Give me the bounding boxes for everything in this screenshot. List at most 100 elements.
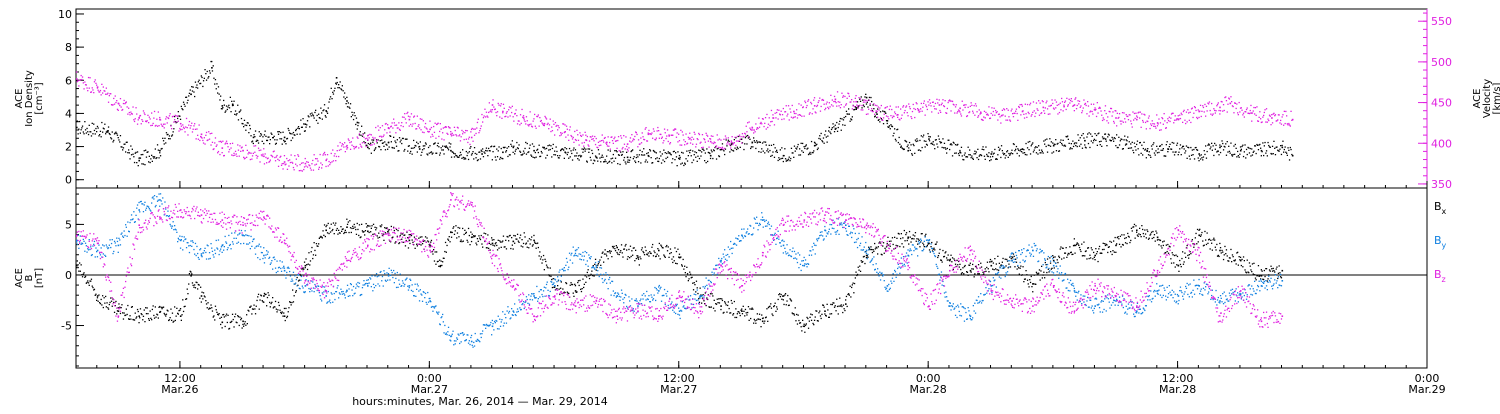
data-point [1145,122,1146,123]
data-point [759,314,760,315]
data-point [844,308,845,309]
data-point [193,87,194,88]
data-point [186,118,187,119]
data-point [1031,115,1032,116]
data-point [696,144,697,145]
data-point [659,158,660,159]
data-point [460,140,461,141]
data-point [113,302,114,303]
data-anchor-point [855,108,857,110]
data-point [819,311,820,312]
data-point [406,122,407,123]
data-point [687,160,688,161]
data-point [458,127,459,128]
data-point [1071,98,1072,99]
data-point [900,108,901,109]
data-point [617,253,618,254]
data-point [374,227,375,228]
data-point [282,311,283,312]
data-point [1156,146,1157,147]
data-point [306,161,307,162]
data-point [349,108,350,109]
data-point [331,153,332,154]
data-point [245,321,246,322]
data-anchor-point [835,99,837,101]
data-point [1054,256,1055,257]
data-point [556,151,557,152]
data-point [1172,151,1173,152]
data-point [1146,128,1147,129]
data-point [620,152,621,153]
data-point [1129,148,1130,149]
data-point [305,258,306,259]
data-point [336,156,337,157]
data-point [596,138,597,139]
data-point [688,150,689,151]
data-point [104,297,105,298]
data-point [513,152,514,153]
data-point [336,84,337,85]
data-point [1073,146,1074,147]
data-point [1169,146,1170,147]
data-point [983,116,984,117]
data-point [374,143,375,144]
data-point [570,126,571,127]
data-point [1154,123,1155,124]
data-point [923,103,924,104]
data-point [356,118,357,119]
data-point [831,129,832,130]
data-point [645,250,646,251]
data-anchor-point [336,77,338,79]
data-point [397,139,398,140]
data-point [824,307,825,308]
data-point [427,154,428,155]
data-point [383,134,384,135]
data-point [179,128,180,129]
data-point [853,292,854,293]
data-point [870,105,871,106]
data-point [1131,147,1132,148]
data-point [575,285,576,286]
data-point [694,134,695,135]
data-point [1205,145,1206,146]
data-point [1229,151,1230,152]
data-point [994,108,995,109]
data-point [809,152,810,153]
data-point [222,108,223,109]
data-point [184,131,185,132]
data-point [774,305,775,306]
data-point [257,140,258,141]
data-point [551,279,552,280]
data-point [798,320,799,321]
data-point [180,129,181,130]
data-point [896,238,897,239]
data-point [1156,114,1157,115]
data-point [578,155,579,156]
data-point [1199,155,1200,156]
data-point [170,125,171,126]
data-point [898,106,899,107]
data-point [271,302,272,303]
data-point [640,258,641,259]
data-point [884,248,885,249]
data-point [199,298,200,299]
data-point [665,257,666,258]
data-point [172,134,173,135]
data-point [264,134,265,135]
data-point [1262,142,1263,143]
data-point [225,110,226,111]
data-point [1143,142,1144,143]
data-point [605,254,606,255]
data-point [1037,153,1038,154]
data-point [308,162,309,163]
data-point [939,99,940,100]
data-point [363,137,364,138]
data-point [1027,147,1028,148]
data-point [628,159,629,160]
data-point [381,140,382,141]
data-point [386,132,387,133]
data-point [257,296,258,297]
data-point [450,143,451,144]
data-point [416,244,417,245]
data-point [800,322,801,323]
